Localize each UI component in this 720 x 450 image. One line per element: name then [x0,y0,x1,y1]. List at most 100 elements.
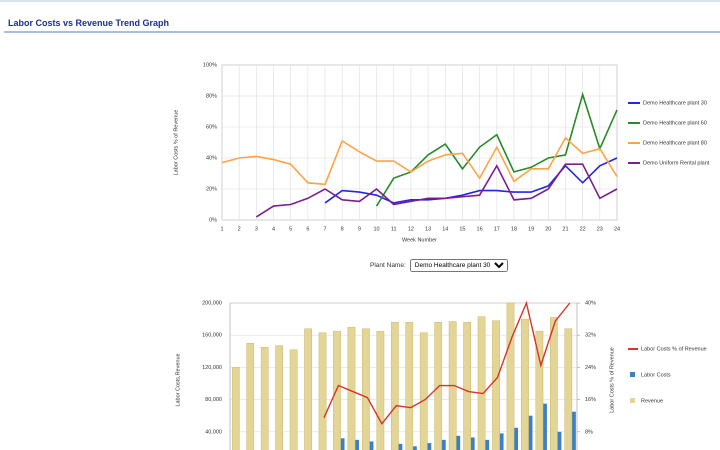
bar [260,347,269,450]
y-axis-label: Labor Costs,Revenue [175,353,181,406]
x-tick-label: 24 [614,226,620,232]
legend-label: Labor Costs % of Revenue [641,346,707,352]
bar [513,427,519,450]
bar [362,328,370,450]
x-tick-label: 12 [408,226,414,232]
y-tick-label: 0% [209,217,217,223]
x-tick-label: 8 [341,226,344,232]
legend-label: Labor Costs [641,372,671,378]
y-tick-label: 40,000 [205,429,222,435]
x-tick-label: 20 [545,226,551,232]
bar [318,332,327,450]
plot-area [229,302,578,450]
x-tick-label: 3 [255,226,258,232]
bar [441,439,446,450]
bar [231,367,240,450]
x-tick-label: 11 [391,226,397,232]
bar [246,343,255,450]
y-tick-label: 20% [206,186,217,192]
series-line [323,300,571,426]
bar [557,431,562,450]
bar [398,443,403,450]
title-rule [4,31,720,33]
y2-tick-label: 8% [585,429,593,435]
bar [275,345,284,450]
bar [477,316,486,450]
y-tick-label: 160,000 [202,333,222,339]
series-line [324,157,618,204]
bar [506,302,515,450]
x-tick-label: 4 [272,226,275,232]
bar [521,318,529,450]
x-tick-label: 18 [511,226,517,232]
bar [412,446,417,450]
bar [499,433,504,450]
x-tick-label: 1 [220,226,223,232]
x-tick-label: 15 [459,226,465,232]
y-axis-label: Labor Costs % of Revenue [173,110,179,176]
x-tick-label: 10 [374,226,380,232]
plant-filter: Plant Name: Demo Healthcare plant 30 [370,259,508,272]
legend-label: Demo Healthcare plant 30 [643,100,707,106]
filter-label: Plant Name: [370,262,406,269]
bar [376,330,385,450]
x-tick-label: 7 [324,226,327,232]
bar [419,332,428,450]
y2-tick-label: 32% [585,333,596,339]
x-tick-label: 6 [306,226,309,232]
plant-select[interactable]: Demo Healthcare plant 30 [409,259,508,272]
y-tick-label: 200,000 [202,300,222,306]
bar [354,439,359,450]
legend-label: Demo Uniform Rental plant [643,160,710,166]
x-tick-label: 23 [597,226,603,232]
y2-tick-label: 40% [585,300,596,306]
bar [347,326,356,450]
series-line [255,163,618,218]
page-title: Labor Costs vs Revenue Trend Graph [8,18,170,28]
bar [535,330,544,450]
bar [571,411,576,450]
x-tick-label: 9 [358,226,361,232]
bar [470,437,475,450]
legend-marker [630,398,635,403]
y-tick-label: 100% [203,62,217,68]
bar [528,415,533,450]
series-line [375,91,618,207]
bar [405,322,414,450]
bar [484,439,490,450]
plot-area [221,64,618,221]
x-tick-label: 2 [238,226,241,232]
top-border [0,0,720,2]
bar [463,322,471,450]
bar [426,443,432,450]
y2-tick-label: 16% [585,397,596,403]
bar [564,328,573,450]
bar [304,328,312,450]
bar [455,435,461,450]
legend-marker [630,372,635,377]
bar [369,441,374,450]
y2-axis-label: Labor Costs % of Revenue [609,347,615,413]
y-tick-label: 40% [206,155,217,161]
bar [390,322,399,450]
bar [333,330,341,450]
y-tick-label: 80% [206,93,217,99]
y2-tick-label: 24% [585,365,596,371]
bar [542,403,547,450]
x-tick-label: 21 [562,226,568,232]
legend-label: Demo Healthcare plant 60 [643,120,707,126]
legend-label: Revenue [641,398,663,404]
x-tick-label: 22 [580,226,586,232]
x-axis-label: Week Number [402,237,437,243]
x-tick-label: 5 [289,226,292,232]
y-tick-label: 120,000 [202,365,222,371]
x-tick-label: 13 [425,226,431,232]
legend-label: Demo Healthcare plant 80 [643,140,707,146]
x-tick-label: 14 [442,226,448,232]
y-tick-label: 60% [206,124,217,130]
bar [340,438,345,450]
series-line [221,136,618,186]
bar [289,349,298,450]
bar [492,320,500,450]
